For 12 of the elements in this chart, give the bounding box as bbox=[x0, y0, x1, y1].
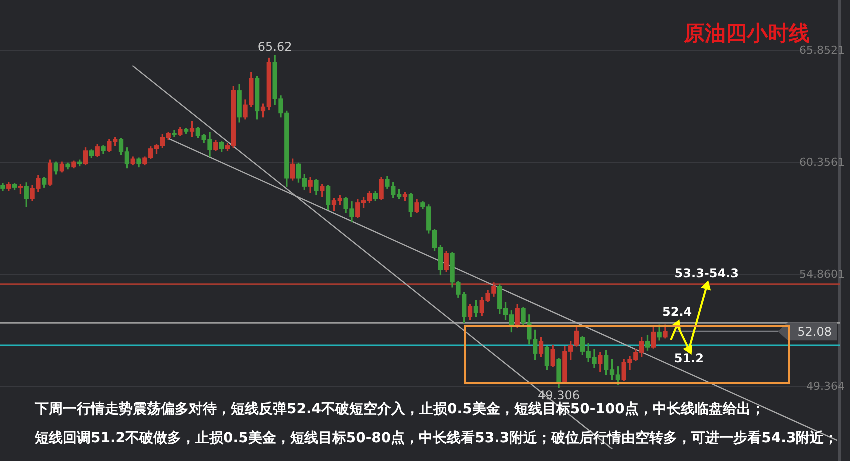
y-tick-label: 65.8521 bbox=[800, 44, 845, 57]
text: 原油四小时线 bbox=[683, 21, 810, 46]
data-label: 53.3-54.3 bbox=[674, 266, 740, 281]
y-tick-label: 49.364 bbox=[806, 380, 845, 393]
y-tick-label: 54.8601 bbox=[800, 268, 845, 281]
data-label: 52.4 bbox=[662, 305, 692, 320]
y-tick-label: 60.3561 bbox=[800, 156, 845, 169]
candlestick bbox=[172, 130, 177, 138]
point bbox=[702, 281, 711, 290]
annotation: 65.62 bbox=[258, 40, 292, 54]
data-label: 51.2 bbox=[674, 352, 704, 366]
ref-line-label: 52.08 bbox=[798, 324, 832, 339]
